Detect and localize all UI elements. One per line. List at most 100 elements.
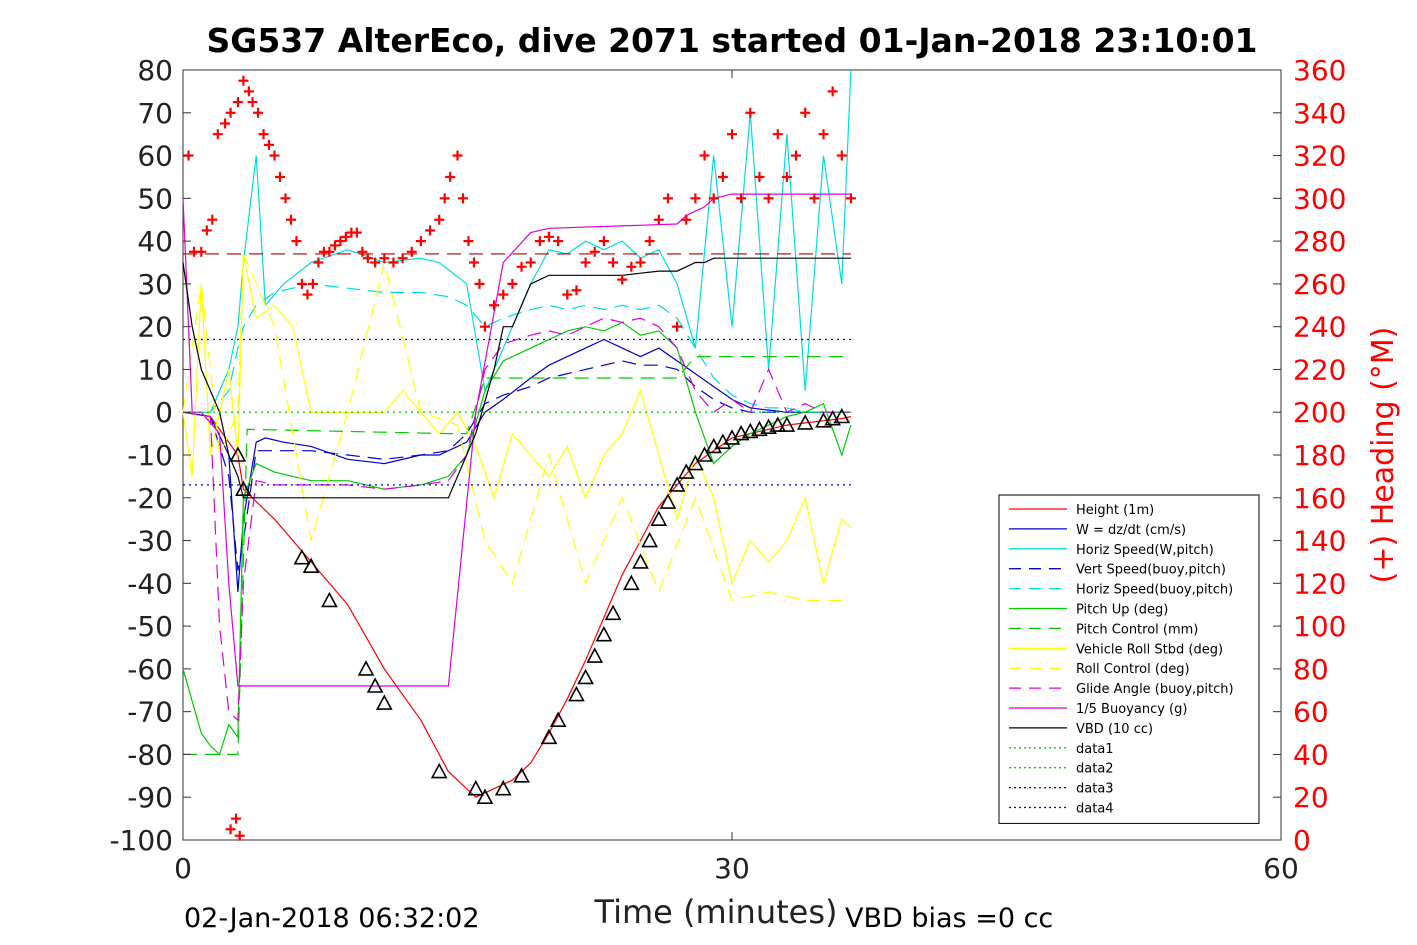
y-right-tick-label: 80 xyxy=(1293,653,1329,686)
heading-point xyxy=(534,236,545,247)
heading-point xyxy=(357,246,368,257)
legend-label: W = dz/dt (cm/s) xyxy=(1076,523,1186,538)
heading-point xyxy=(439,193,450,204)
chart-title: SG537 AlterEco, dive 2071 started 01-Jan… xyxy=(206,21,1257,60)
heading-point xyxy=(781,171,792,182)
heading-point xyxy=(772,129,783,140)
sample-marker xyxy=(430,762,448,779)
heading-point xyxy=(498,289,509,300)
series-line-horiz-speed-buoy-pitch xyxy=(183,283,851,413)
y-tick-label: 30 xyxy=(137,268,173,301)
legend-box xyxy=(998,494,1260,824)
y-tick-label: -60 xyxy=(127,653,173,686)
y-right-tick-label: 340 xyxy=(1293,97,1346,130)
y-right-tick-label: 320 xyxy=(1293,140,1346,173)
heading-point xyxy=(474,278,485,289)
series-line-roll-control-deg xyxy=(182,253,851,602)
legend-label: Horiz Speed(buoy,pitch) xyxy=(1076,583,1233,598)
x-tick-label: 30 xyxy=(714,852,750,885)
heading-point xyxy=(329,240,340,251)
y-tick-label: -30 xyxy=(127,525,173,558)
heading-point xyxy=(232,97,243,108)
y-tick-label: 40 xyxy=(137,225,173,258)
heading-point xyxy=(247,97,258,108)
heading-point xyxy=(727,129,737,140)
heading-point xyxy=(598,236,609,247)
y-right-tick-label: 180 xyxy=(1293,439,1346,472)
heading-point xyxy=(201,225,212,236)
sample-marker xyxy=(751,420,768,437)
sample-marker xyxy=(540,728,558,745)
heading-point xyxy=(681,214,692,225)
x-tick-label: 0 xyxy=(174,852,192,885)
y-right-tick-label: 360 xyxy=(1293,54,1346,87)
heading-point xyxy=(234,830,245,841)
heading-point xyxy=(617,274,628,285)
heading-point xyxy=(800,107,811,118)
legend-label: data1 xyxy=(1076,742,1114,757)
sample-marker xyxy=(604,604,622,621)
legend-label: VBD (10 cc) xyxy=(1076,722,1153,737)
heading-point xyxy=(644,236,655,247)
heading-point xyxy=(264,139,275,150)
y-tick-label: 50 xyxy=(137,182,173,215)
heading-point xyxy=(708,193,719,204)
marker-layer xyxy=(229,407,851,805)
legend-label: Vert Speed(buoy,pitch) xyxy=(1076,563,1226,578)
sample-marker xyxy=(577,668,594,685)
heading-point xyxy=(291,236,302,247)
heading-point xyxy=(253,107,264,118)
heading-point xyxy=(836,150,847,161)
sample-marker xyxy=(293,548,311,565)
heading-point xyxy=(571,285,582,296)
heading-point xyxy=(362,253,373,264)
legend-label: data4 xyxy=(1076,802,1114,817)
sample-marker xyxy=(760,418,777,434)
footer-vbd-bias: VBD bias =0 cc xyxy=(845,903,1053,934)
heading-point xyxy=(302,289,313,300)
y-right-tick-label: 60 xyxy=(1293,696,1329,729)
x-axis-label: Time (minutes) xyxy=(594,893,838,931)
sample-marker xyxy=(696,446,713,462)
heading-point xyxy=(717,171,728,182)
footer-timestamp: 02-Jan-2018 06:32:02 xyxy=(184,903,480,934)
heading-point xyxy=(635,257,646,268)
heading-point xyxy=(763,193,774,204)
y-right-tick-label: 220 xyxy=(1293,353,1346,386)
y-tick-label: 10 xyxy=(137,353,173,386)
heading-point xyxy=(662,193,673,204)
heading-point xyxy=(379,253,390,264)
heading-point xyxy=(370,257,381,268)
sample-marker xyxy=(732,424,750,441)
sample-marker xyxy=(586,647,604,663)
heading-point xyxy=(507,278,518,289)
y-tick-label: -100 xyxy=(109,824,173,857)
heading-point xyxy=(452,150,463,161)
heading-point xyxy=(827,86,838,97)
legend-label: Pitch Control (mm) xyxy=(1076,622,1198,637)
y-tick-label: 70 xyxy=(137,97,173,130)
y-right-tick-label: 100 xyxy=(1293,610,1346,643)
legend-label: Roll Control (deg) xyxy=(1076,662,1190,677)
legend-label: data3 xyxy=(1076,782,1114,797)
y-right-tick-label: 300 xyxy=(1293,182,1346,215)
sample-marker xyxy=(595,625,613,642)
y-right-tick-label: 200 xyxy=(1293,396,1346,429)
y-tick-label: -20 xyxy=(127,482,173,515)
heading-point xyxy=(388,257,399,268)
heading-point xyxy=(307,278,318,289)
sample-marker xyxy=(632,553,649,569)
heading-point xyxy=(626,261,637,272)
y-right-tick-label: 120 xyxy=(1293,567,1346,600)
series-layer xyxy=(182,69,852,798)
y-right-tick-label: 20 xyxy=(1293,781,1329,814)
heading-point xyxy=(335,236,346,247)
legend-label: Glide Angle (buoy,pitch) xyxy=(1076,682,1234,697)
sample-marker xyxy=(467,779,485,796)
sample-marker xyxy=(641,531,658,548)
heading-point xyxy=(280,193,291,204)
y-right-tick-label: 140 xyxy=(1293,525,1346,558)
legend-label: data2 xyxy=(1076,762,1114,777)
sample-marker xyxy=(375,694,393,710)
